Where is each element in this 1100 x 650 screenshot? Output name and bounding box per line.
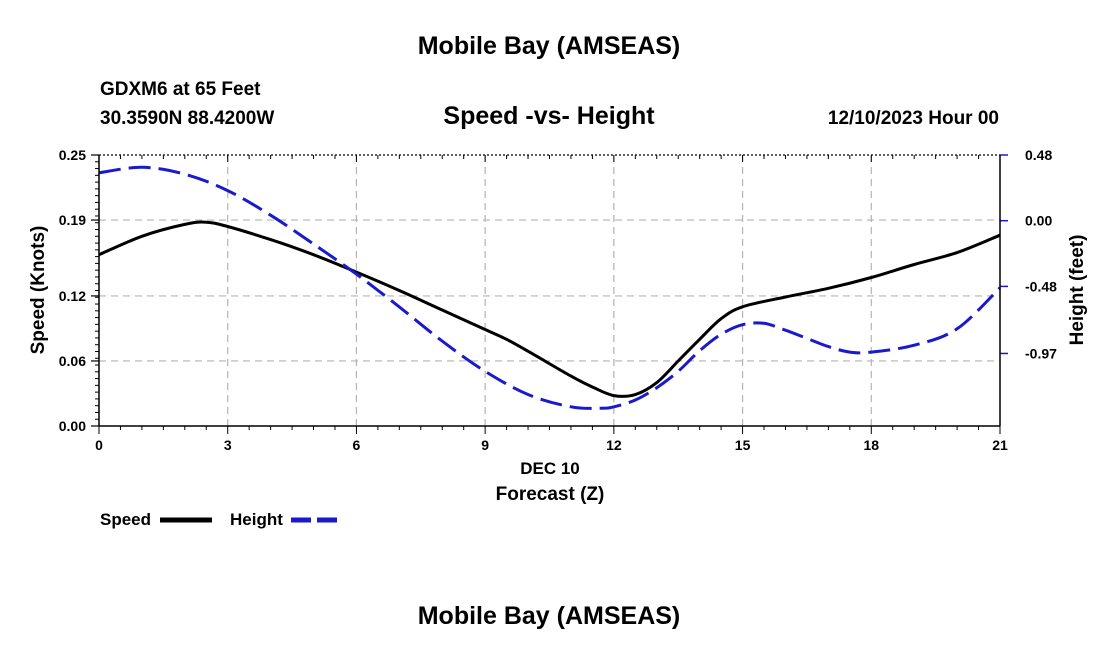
station-label: GDXM6 at 65 Feet xyxy=(100,79,261,100)
x-tick-label: 9 xyxy=(481,437,489,453)
series-layer xyxy=(98,165,1002,410)
x-axis-date-label: DEC 10 xyxy=(520,459,580,478)
forecast-date-label: 12/10/2023 Hour 00 xyxy=(828,108,999,129)
y-tick-label: 0.25 xyxy=(59,147,86,163)
series-height-line xyxy=(98,165,1002,410)
legend-speed-label: Speed xyxy=(100,510,151,529)
x-tick-label: 12 xyxy=(606,437,622,453)
y-axis-title: Speed (Knots) xyxy=(28,226,49,355)
x-tick-label: 18 xyxy=(863,437,879,453)
y2-tick-label: 0.00 xyxy=(1025,213,1052,229)
page-title-bottom: Mobile Bay (AMSEAS) xyxy=(418,602,681,630)
y2-axis-title: Height (feet) xyxy=(1067,235,1088,346)
y2-tick-label: -0.97 xyxy=(1025,345,1057,361)
axes-layer: 0 3 6 9 12 15 18 21 0.00 0.06 0.12 0.19 0.25 0.48 0.00… xyxy=(59,147,1057,453)
y-tick-label: 0.00 xyxy=(59,418,86,434)
legend-height-label: Height xyxy=(230,510,283,529)
chart-title: Speed -vs- Height xyxy=(443,102,655,130)
x-tick-label: 15 xyxy=(735,437,751,453)
x-tick-label: 6 xyxy=(353,437,361,453)
x-tick-label: 0 xyxy=(95,437,103,453)
page-title-top: Mobile Bay (AMSEAS) xyxy=(418,32,681,60)
x-tick-label: 21 xyxy=(992,437,1008,453)
grid-layer xyxy=(99,155,1000,426)
y-tick-label: 0.12 xyxy=(59,288,86,304)
x-tick-label: 3 xyxy=(224,437,232,453)
y2-tick-label: -0.48 xyxy=(1025,278,1057,294)
legend: Speed Height xyxy=(100,510,343,529)
y-tick-label: 0.06 xyxy=(59,353,86,369)
coordinates-label: 30.3590N 88.4200W xyxy=(100,108,274,129)
series-speed-line xyxy=(98,220,1001,398)
y-tick-label: 0.19 xyxy=(59,212,86,228)
x-axis-title: Forecast (Z) xyxy=(496,484,605,505)
y2-tick-label: 0.48 xyxy=(1025,147,1052,163)
